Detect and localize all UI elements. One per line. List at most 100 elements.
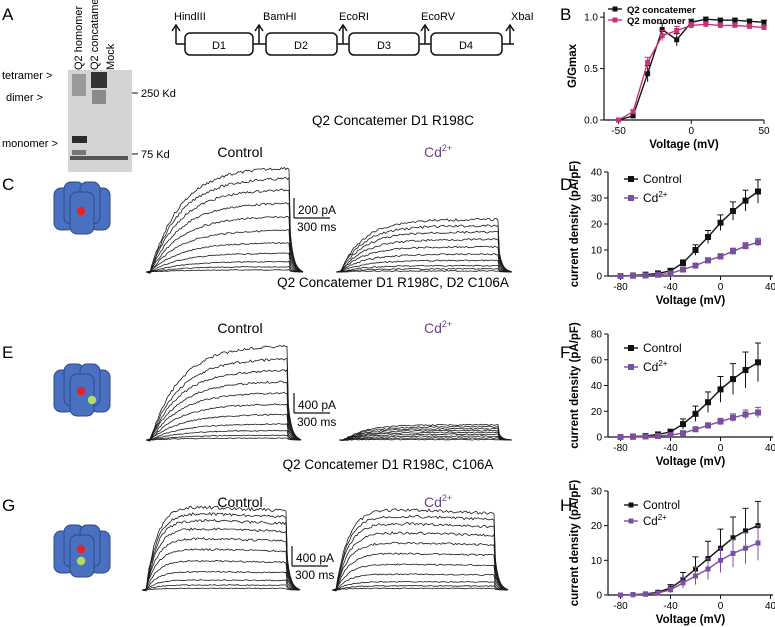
y-axis-label: G/Gmax: [567, 43, 579, 88]
x-tick-label: 0: [718, 601, 724, 612]
panel-label-a: A: [2, 5, 14, 24]
marker-250kd: 250 Kd: [141, 88, 176, 100]
label-cd-e: Cd2+: [424, 319, 452, 336]
current-sweep: [335, 230, 513, 273]
data-point: [732, 17, 738, 23]
series-line: [620, 525, 759, 596]
data-point: [693, 573, 698, 579]
current-sweep: [338, 438, 512, 441]
data-point: [630, 433, 636, 440]
data-point: [730, 550, 736, 556]
series-line: [620, 241, 759, 277]
scale-current-e: 400 pA: [298, 398, 336, 412]
x-axis-label: Voltage (mV): [649, 139, 719, 151]
current-sweep: [338, 433, 513, 441]
data-point: [742, 243, 749, 250]
current-sweep: [331, 508, 509, 591]
data-point: [717, 386, 724, 393]
chart-b: 0.0 0.5 1.0 -50 0 50 Voltage (mV) G/Gmax Q2 conc…: [567, 5, 770, 151]
legend-label: Control: [643, 172, 682, 186]
chart-f: 0 20 40 60 80 -80 -40 0 40 Voltage (mV) current de…: [569, 322, 775, 468]
x-axis-label: Voltage (mV): [656, 295, 726, 307]
y-tick-label: 0.5: [584, 64, 598, 75]
data-point: [742, 411, 749, 418]
x-tick-label: 40: [765, 443, 775, 454]
data-point: [730, 535, 736, 541]
current-sweep: [146, 242, 304, 273]
data-point: [717, 219, 724, 226]
y-tick-label: 40: [591, 168, 603, 179]
scale-time-c: 300 ms: [297, 220, 336, 234]
y-tick-label: 1.0: [584, 13, 598, 24]
current-sweep: [145, 215, 304, 273]
y-axis-label: current density (pA/pF): [569, 322, 581, 449]
current-sweep: [335, 238, 513, 273]
current-sweep: [145, 188, 304, 273]
data-point: [630, 109, 636, 115]
panel-label-g: G: [2, 496, 15, 515]
r198c-site-dot: [76, 386, 86, 396]
current-sweep: [335, 270, 512, 273]
current-sweep: [145, 358, 302, 441]
data-point: [616, 117, 622, 123]
legend-label: Q2 monomer: [627, 16, 686, 27]
cd-traces-e: [338, 423, 513, 441]
data-point: [630, 592, 636, 598]
scale-current-c: 200 pA: [298, 203, 336, 217]
current-sweep: [331, 552, 509, 591]
legend-marker: [612, 17, 618, 23]
current-sweep: [338, 427, 513, 441]
data-point: [755, 409, 761, 416]
data-point: [617, 273, 624, 279]
current-sweep: [141, 518, 301, 592]
site-hindiii: HindIII: [174, 11, 206, 23]
band-homomer-tetramer: [72, 74, 86, 96]
current-sweep: [145, 434, 302, 441]
data-point: [705, 399, 711, 406]
data-point: [668, 587, 673, 593]
domain-box-d4: [430, 32, 503, 56]
current-sweep: [141, 505, 301, 592]
current-sweep: [332, 573, 509, 591]
trace-row-g: Q2 Concatemer D1 R198C, C106A Control Cd…: [53, 457, 509, 592]
chart-d: 0 10 20 30 40 -80 -40 0 40 Voltage (mV) current de…: [569, 161, 775, 307]
current-sweep: [145, 260, 304, 273]
x-tick-label: -80: [613, 282, 628, 293]
legend-label: Cd2+: [643, 190, 668, 205]
data-point: [645, 71, 651, 77]
row-title-c: Q2 Concatemer D1 R198C: [312, 113, 474, 128]
x-tick-label: 0: [688, 126, 694, 137]
data-point: [645, 59, 651, 65]
lane-label-mock: Mock: [105, 43, 117, 70]
x-tick-label: -80: [613, 443, 628, 454]
data-point: [705, 422, 711, 429]
data-point: [730, 208, 736, 214]
data-point: [617, 434, 624, 440]
x-tick-label: -80: [613, 601, 628, 612]
current-sweep: [145, 202, 304, 273]
y-tick-label: 0: [596, 591, 602, 602]
band-homomer-lower: [72, 150, 86, 155]
current-sweep: [331, 541, 509, 592]
x-tick-label: -40: [663, 282, 678, 293]
domain-d3: D3: [377, 40, 391, 52]
data-point: [761, 24, 767, 30]
data-point: [717, 17, 723, 23]
current-sweep: [335, 253, 513, 273]
data-point: [705, 566, 711, 572]
scale-current-g: 400 pA: [296, 551, 334, 565]
data-point: [655, 271, 661, 278]
data-point: [659, 26, 665, 32]
label-control-e: Control: [217, 320, 262, 336]
legend-label: Cd2+: [643, 513, 667, 528]
data-point: [717, 253, 724, 260]
y-tick-label: 0.0: [584, 116, 598, 127]
row-title-e: Q2 Concatemer D1 R198C, D2 C106A: [277, 275, 509, 290]
label-control-c: Control: [217, 144, 262, 160]
legend-marker: [628, 195, 634, 201]
y-tick-label: 10: [591, 246, 603, 257]
current-sweep: [335, 217, 513, 273]
data-point: [692, 426, 699, 433]
series-line: [618, 18, 765, 121]
legend-marker: [628, 364, 634, 370]
